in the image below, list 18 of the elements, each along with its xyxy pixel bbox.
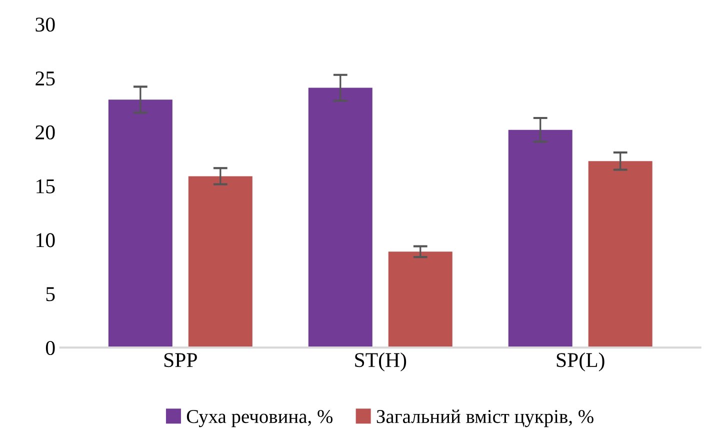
bar bbox=[188, 176, 252, 348]
y-tick-label: 10 bbox=[36, 233, 55, 248]
bar bbox=[108, 100, 172, 348]
bar bbox=[588, 161, 652, 348]
y-tick-label: 0 bbox=[46, 340, 55, 356]
y-tick-label: 15 bbox=[36, 179, 55, 194]
legend-label: Суха речовина, % bbox=[186, 410, 333, 428]
bar bbox=[508, 130, 572, 348]
bar bbox=[388, 252, 452, 348]
y-tick-label: 30 bbox=[36, 18, 55, 32]
legend-label: Загальний вміст цукрів, % bbox=[376, 410, 594, 428]
y-tick-label: 25 bbox=[36, 72, 55, 86]
x-tick-label: ST(H) bbox=[355, 352, 406, 372]
x-tick-label: SPP bbox=[164, 353, 197, 368]
bar bbox=[308, 88, 372, 348]
x-tick-label: SP(L) bbox=[556, 352, 604, 372]
y-tick-label: 5 bbox=[46, 287, 55, 302]
y-tick-label: 20 bbox=[36, 125, 55, 140]
